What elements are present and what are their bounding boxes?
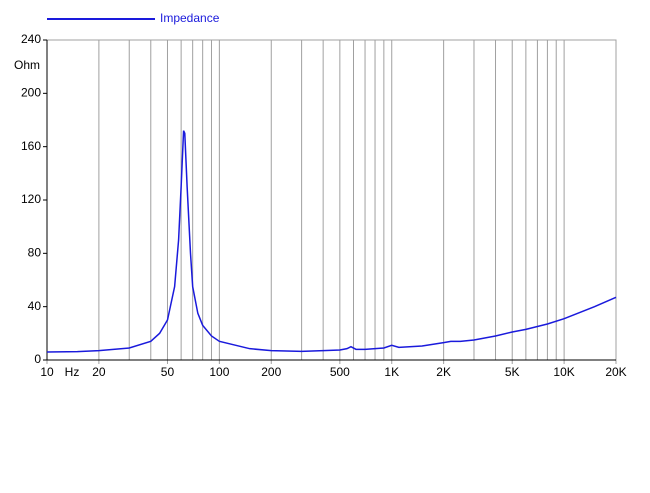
legend-label: Impedance (160, 11, 220, 25)
x-tick-label: 20 (92, 365, 106, 379)
x-tick-label: 2K (436, 365, 451, 379)
y-tick-label: 0 (34, 352, 41, 366)
impedance-line (46, 130, 617, 353)
y-tick-label: 120 (21, 192, 41, 206)
x-tick-label: 50 (161, 365, 175, 379)
x-tick-label: 10 (40, 365, 54, 379)
x-tick-label: 200 (261, 365, 281, 379)
y-tick-label: 40 (28, 299, 42, 313)
y-tick-label: 160 (21, 139, 41, 153)
x-tick-label: 20K (605, 365, 626, 379)
x-tick-label: 100 (209, 365, 229, 379)
x-tick-label: 10K (553, 365, 574, 379)
x-tick-label: 5K (505, 365, 520, 379)
y-tick-label: 240 (21, 32, 41, 46)
x-tick-label: 1K (384, 365, 399, 379)
plot-frame (46, 39, 617, 361)
y-tick-label: 80 (28, 246, 42, 260)
y-tick-label: 200 (21, 86, 41, 100)
y-axis-label: Ohm (14, 58, 40, 72)
x-tick-label: 500 (330, 365, 350, 379)
x-unit: Hz (65, 365, 80, 379)
